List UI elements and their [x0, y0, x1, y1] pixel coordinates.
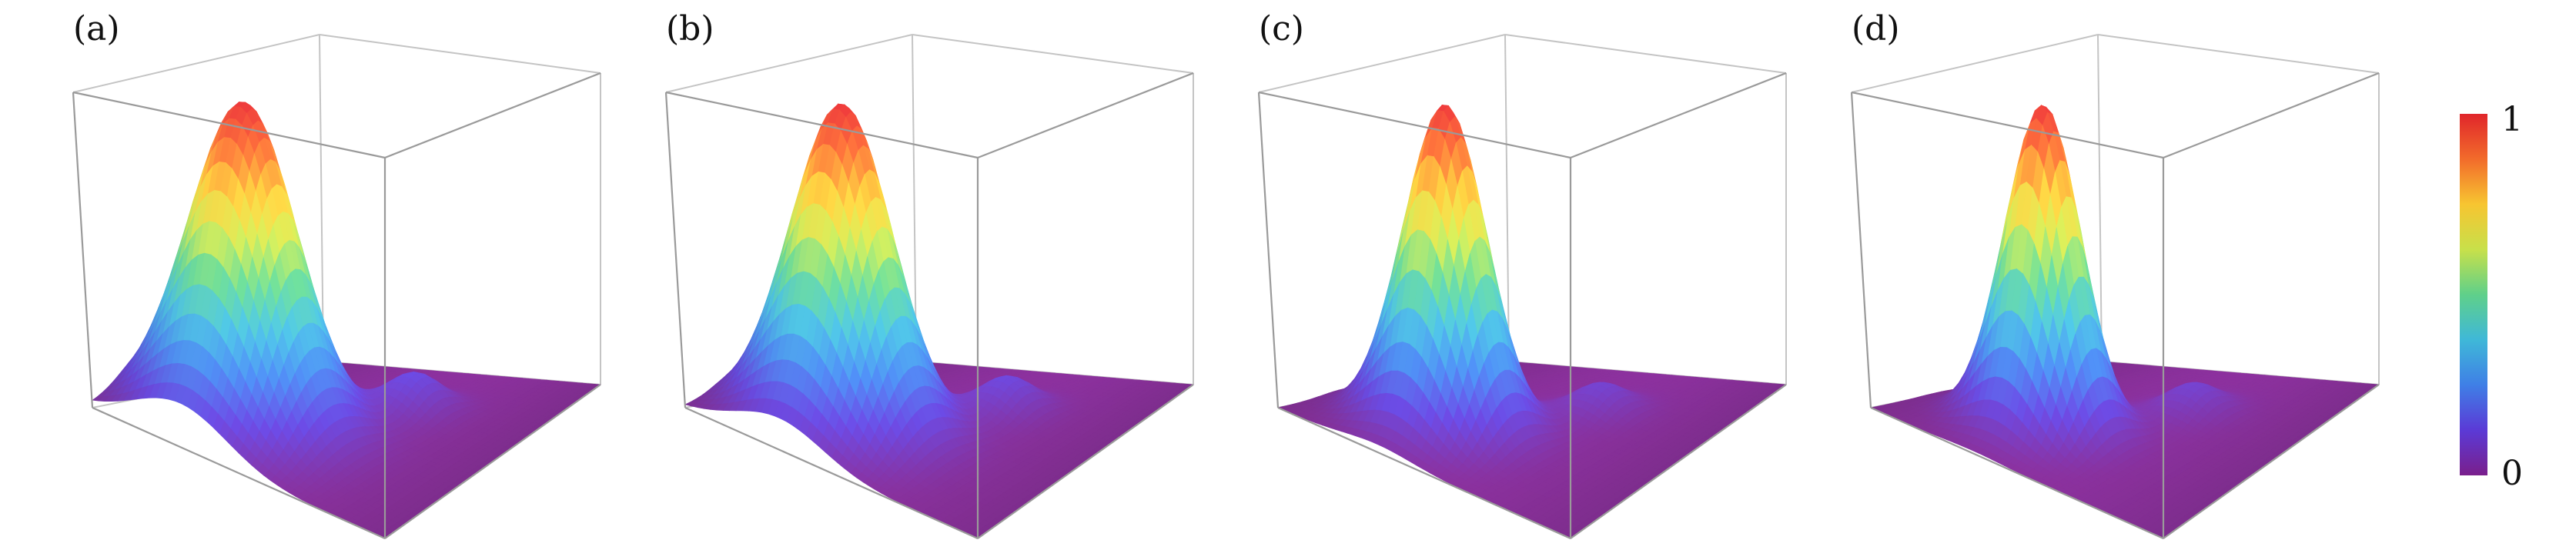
surface-panel-2: (b) [664, 9, 1194, 540]
axes-box-edge [1504, 34, 1787, 74]
axes-box-edge [912, 34, 1194, 74]
surface-mesh [92, 102, 601, 539]
axes-box-edge [977, 72, 1194, 159]
surface-panel-3: (c) [1257, 9, 1787, 540]
surface-panels: (a) (b) (c) (d) [72, 9, 2380, 540]
axes-box-edge [319, 34, 601, 74]
surface-mesh [1277, 104, 1787, 539]
axes-box-edge [72, 92, 94, 408]
axes-box-back [1258, 34, 1787, 408]
axes-box-edge [72, 34, 320, 93]
surface-mesh [684, 103, 1194, 539]
surface-panel-1: (a) [72, 9, 601, 540]
panel-label: (b) [666, 9, 714, 48]
axes-box-edge [664, 92, 687, 408]
panel-label: (c) [1259, 9, 1304, 48]
axes-box-edge [319, 34, 324, 362]
panel-label: (a) [73, 9, 120, 48]
axes-box-edge [1504, 34, 1510, 362]
axes-box-edge [384, 72, 601, 159]
